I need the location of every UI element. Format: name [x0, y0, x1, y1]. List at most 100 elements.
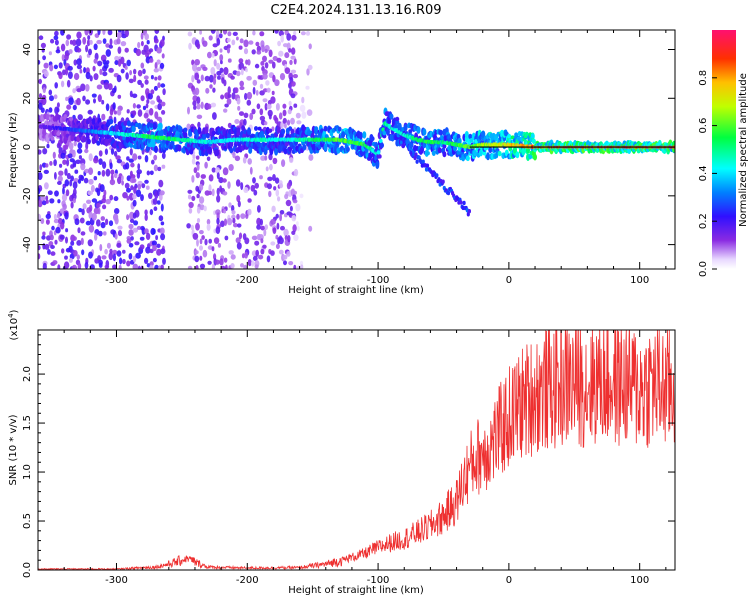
heatmap-cell: [253, 189, 258, 196]
spectrogram-frame: [37, 29, 676, 270]
heatmap-cell: [155, 235, 159, 241]
heatmap-cell: [61, 248, 65, 254]
heatmap-cell: [93, 43, 98, 51]
heatmap-cell: [208, 190, 213, 196]
heatmap-cell: [133, 220, 139, 226]
heatmap-cell: [153, 206, 158, 211]
heatmap-cell: [144, 33, 149, 41]
heatmap-cell: [193, 105, 197, 110]
heatmap-cell: [266, 103, 272, 110]
heatmap-cell: [195, 155, 200, 160]
snr-panel: -300 -200 -100 0 100 0.0 0.5 1.0 1.5 2.0 Height o…: [7, 309, 676, 596]
heatmap-cell: [56, 102, 60, 108]
heatmap-cell: [153, 68, 159, 73]
spectrogram-y-tick-label: -20: [22, 188, 33, 204]
heatmap-cell: [117, 230, 123, 237]
heatmap-cell: [137, 265, 141, 269]
heatmap-cell: [40, 107, 45, 113]
heatmap-cell: [145, 145, 150, 152]
heatmap-cell: [239, 80, 244, 87]
heatmap-cell: [211, 188, 215, 197]
heatmap-cell: [62, 203, 67, 211]
snr-x-label: Height of straight line (km): [288, 585, 424, 596]
heatmap-cell: [262, 244, 267, 249]
heatmap-cell: [231, 210, 236, 215]
heatmap-cell: [229, 147, 234, 154]
heatmap-cell: [149, 209, 154, 216]
heatmap-cell: [268, 190, 272, 198]
heatmap-cell: [382, 130, 387, 136]
heatmap-cell: [100, 221, 106, 229]
heatmap-cell: [468, 133, 473, 139]
heatmap-cell: [296, 221, 299, 226]
heatmap-cell: [152, 257, 157, 263]
heatmap-cell: [114, 216, 119, 225]
heatmap-cell: [267, 183, 272, 190]
heatmap-cell: [234, 87, 239, 94]
heatmap-cell: [157, 82, 161, 89]
heatmap-cell: [248, 40, 254, 45]
heatmap-cell: [526, 147, 530, 154]
heatmap-cell: [270, 218, 276, 225]
heatmap-cell: [216, 217, 220, 225]
heatmap-cell: [41, 97, 47, 106]
heatmap-cell: [263, 121, 268, 126]
heatmap-cell: [103, 62, 109, 69]
colorbar-tick-label: 0.2: [698, 213, 709, 229]
heatmap-cell: [289, 59, 293, 65]
colorbar: 0.0 0.2 0.4 0.6 0.8 Normalized spectral ampl…: [698, 30, 749, 277]
heatmap-cell: [220, 265, 226, 269]
heatmap-cell: [38, 149, 42, 155]
heatmap-cell: [271, 205, 276, 213]
heatmap-cell: [194, 87, 200, 96]
heatmap-cell: [204, 75, 210, 82]
heatmap-cell: [270, 241, 276, 246]
heatmap-cell: [305, 31, 311, 36]
heatmap-cell: [157, 75, 162, 81]
heatmap-cell: [53, 94, 58, 100]
heatmap-cell: [96, 39, 102, 45]
heatmap-cell: [89, 264, 95, 269]
heatmap-cell: [72, 236, 77, 241]
heatmap-cell: [244, 251, 249, 259]
heatmap-cell: [52, 260, 58, 265]
heatmap-cell: [237, 105, 241, 111]
heatmap-cell: [82, 135, 87, 143]
heatmap-cell: [93, 157, 99, 164]
heatmap-cell: [152, 228, 156, 235]
heatmap-cell: [88, 48, 92, 56]
heatmap-cell: [160, 264, 164, 269]
heatmap-cell: [105, 198, 111, 205]
heatmap-cell: [162, 88, 166, 96]
heatmap-cell: [66, 79, 71, 88]
heatmap-cell: [145, 103, 149, 109]
heatmap-cell: [252, 30, 256, 36]
heatmap-cell: [193, 167, 198, 174]
heatmap-cell: [49, 64, 54, 72]
heatmap-cell: [136, 104, 141, 109]
heatmap-cell: [216, 194, 221, 203]
heatmap-cell: [63, 144, 69, 150]
heatmap-cell: [158, 179, 164, 188]
heatmap-cell: [137, 69, 143, 77]
heatmap-cell: [114, 208, 120, 215]
heatmap-cell: [62, 159, 67, 165]
heatmap-cell: [129, 148, 133, 156]
heatmap-cell: [377, 154, 382, 159]
heatmap-cell: [268, 128, 273, 133]
heatmap-cell: [206, 156, 211, 162]
heatmap-cell: [177, 144, 182, 152]
heatmap-cell: [292, 199, 298, 204]
heatmap-cell: [239, 86, 245, 91]
heatmap-cell: [219, 48, 223, 53]
heatmap-cell: [337, 126, 342, 132]
heatmap-cell: [142, 105, 147, 111]
heatmap-cell: [79, 217, 85, 224]
heatmap-cell: [188, 42, 192, 50]
heatmap-cell: [306, 109, 313, 116]
heatmap-cell: [137, 109, 143, 117]
heatmap-cell: [208, 174, 214, 182]
heatmap-cell: [260, 155, 266, 161]
heatmap-cell: [275, 243, 280, 250]
heatmap-cell: [112, 249, 118, 256]
